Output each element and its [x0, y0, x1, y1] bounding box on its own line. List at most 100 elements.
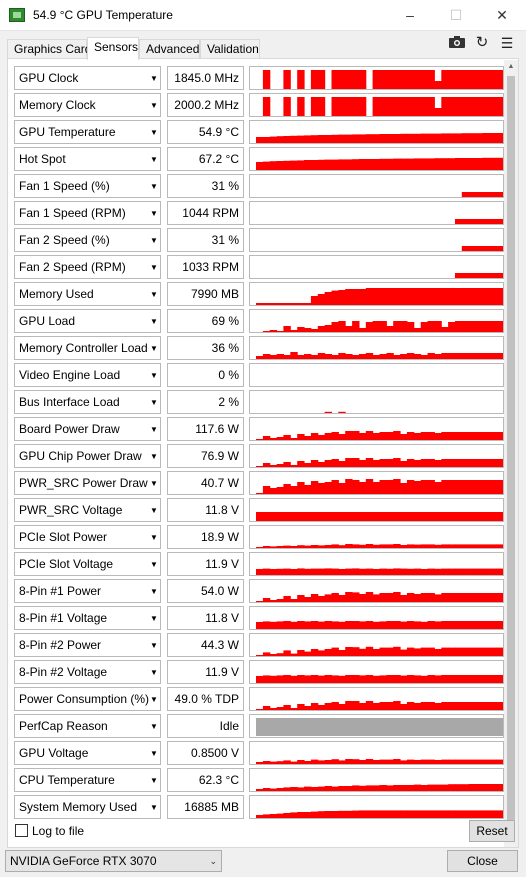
- scroll-thumb[interactable]: [507, 76, 515, 831]
- sensor-name-dropdown[interactable]: Memory Clock ▼: [14, 93, 161, 117]
- dropdown-arrow-icon[interactable]: ▼: [150, 803, 158, 812]
- tab-sensors[interactable]: Sensors: [87, 37, 139, 60]
- graph-bar: [448, 512, 456, 521]
- sensor-graph-plot: [324, 411, 346, 413]
- graph-bar: [475, 544, 483, 548]
- graph-bar: [448, 353, 456, 359]
- dropdown-arrow-icon[interactable]: ▼: [150, 668, 158, 677]
- dropdown-arrow-icon[interactable]: ▼: [150, 749, 158, 758]
- sensor-name-dropdown[interactable]: Fan 2 Speed (RPM) ▼: [14, 255, 161, 279]
- graph-bar: [468, 158, 477, 170]
- sensor-name-dropdown[interactable]: Fan 2 Speed (%) ▼: [14, 228, 161, 252]
- dropdown-arrow-icon[interactable]: ▼: [150, 263, 158, 272]
- sensor-name: 8-Pin #1 Voltage: [19, 611, 108, 625]
- dropdown-arrow-icon[interactable]: ▼: [150, 479, 158, 488]
- dropdown-arrow-icon[interactable]: ▼: [150, 290, 158, 299]
- sensor-name-dropdown[interactable]: Fan 1 Speed (%) ▼: [14, 174, 161, 198]
- graph-bar: [283, 568, 291, 575]
- graph-bar: [434, 703, 442, 710]
- graph-bar: [482, 192, 490, 197]
- dropdown-arrow-icon[interactable]: ▼: [150, 695, 158, 704]
- graph-bar: [427, 759, 435, 764]
- dropdown-arrow-icon[interactable]: ▼: [150, 209, 158, 218]
- close-window-button[interactable]: ✕: [496, 7, 508, 23]
- graph-bar: [420, 322, 429, 332]
- sensor-name-dropdown[interactable]: GPU Clock ▼: [14, 66, 161, 90]
- sensor-name-dropdown[interactable]: 8-Pin #2 Voltage ▼: [14, 660, 161, 684]
- dropdown-arrow-icon[interactable]: ▼: [150, 182, 158, 191]
- dropdown-arrow-icon[interactable]: ▼: [150, 614, 158, 623]
- dropdown-arrow-icon[interactable]: ▼: [150, 425, 158, 434]
- gpu-select[interactable]: NVIDIA GeForce RTX 3070 ⌄: [5, 850, 222, 872]
- graph-bar: [352, 675, 360, 683]
- graph-bar: [269, 465, 278, 467]
- menu-icon[interactable]: ☰: [500, 35, 514, 51]
- dropdown-arrow-icon[interactable]: ▼: [150, 317, 158, 326]
- dropdown-arrow-icon[interactable]: ▼: [150, 722, 158, 731]
- dropdown-arrow-icon[interactable]: ▼: [150, 776, 158, 785]
- sensor-name-dropdown[interactable]: PWR_SRC Voltage ▼: [14, 498, 161, 522]
- dropdown-arrow-icon[interactable]: ▼: [150, 101, 158, 110]
- graph-bar: [352, 321, 360, 332]
- graph-bar: [365, 322, 374, 332]
- sensor-name-dropdown[interactable]: GPU Temperature ▼: [14, 120, 161, 144]
- graph-bar: [420, 459, 429, 467]
- graph-bar: [441, 544, 449, 548]
- dropdown-arrow-icon[interactable]: ▼: [150, 128, 158, 137]
- refresh-icon[interactable]: ↻: [475, 34, 489, 51]
- dropdown-arrow-icon[interactable]: ▼: [150, 560, 158, 569]
- dropdown-arrow-icon[interactable]: ▼: [150, 344, 158, 353]
- sensor-name-dropdown[interactable]: Hot Spot ▼: [14, 147, 161, 171]
- sensor-name-dropdown[interactable]: Memory Controller Load ▼: [14, 336, 161, 360]
- tab-validation[interactable]: Validation: [200, 39, 260, 59]
- sensor-name-dropdown[interactable]: PCIe Slot Voltage ▼: [14, 552, 161, 576]
- dropdown-arrow-icon[interactable]: ▼: [150, 587, 158, 596]
- graph-bar: [297, 434, 305, 440]
- sensor-name-dropdown[interactable]: PCIe Slot Power ▼: [14, 525, 161, 549]
- sensor-value: 11.8 V: [167, 498, 244, 522]
- sensor-name-dropdown[interactable]: CPU Temperature ▼: [14, 768, 161, 792]
- dropdown-arrow-icon[interactable]: ▼: [150, 74, 158, 83]
- tab-graphics-card[interactable]: Graphics Card: [7, 39, 91, 59]
- sensor-name-dropdown[interactable]: System Memory Used ▼: [14, 795, 161, 819]
- sensor-name-dropdown[interactable]: 8-Pin #1 Voltage ▼: [14, 606, 161, 630]
- sensor-row: PCIe Slot Voltage ▼ 11.9 V: [14, 551, 504, 578]
- sensor-name-dropdown[interactable]: Fan 1 Speed (RPM) ▼: [14, 201, 161, 225]
- sensor-name-dropdown[interactable]: PerfCap Reason ▼: [14, 714, 161, 738]
- scrollbar[interactable]: ▲ ▼: [504, 60, 518, 847]
- dropdown-arrow-icon[interactable]: ▼: [150, 506, 158, 515]
- dropdown-arrow-icon[interactable]: ▼: [150, 155, 158, 164]
- dropdown-arrow-icon[interactable]: ▼: [150, 236, 158, 245]
- sensor-graph: [249, 255, 504, 279]
- dropdown-arrow-icon[interactable]: ▼: [150, 641, 158, 650]
- graph-bar: [290, 303, 298, 305]
- maximize-button[interactable]: ☐: [449, 7, 463, 23]
- sensor-name-dropdown[interactable]: GPU Chip Power Draw ▼: [14, 444, 161, 468]
- sensor-row: GPU Clock ▼ 1845.0 MHz: [14, 65, 504, 92]
- tab-advanced[interactable]: Advanced: [139, 39, 200, 59]
- sensor-name-dropdown[interactable]: 8-Pin #2 Power ▼: [14, 633, 161, 657]
- sensor-name-dropdown[interactable]: Board Power Draw ▼: [14, 417, 161, 441]
- dropdown-arrow-icon[interactable]: ▼: [150, 398, 158, 407]
- minimize-button[interactable]: –: [406, 7, 414, 23]
- sensor-name-dropdown[interactable]: Power Consumption (%) ▼: [14, 687, 161, 711]
- sensor-name-dropdown[interactable]: Video Engine Load ▼: [14, 363, 161, 387]
- dropdown-arrow-icon[interactable]: ▼: [150, 371, 158, 380]
- reset-button[interactable]: Reset: [469, 820, 515, 842]
- graph-bar: [455, 353, 463, 359]
- sensor-name-dropdown[interactable]: Memory Used ▼: [14, 282, 161, 306]
- sensor-name-dropdown[interactable]: GPU Voltage ▼: [14, 741, 161, 765]
- sensor-name-dropdown[interactable]: 8-Pin #1 Power ▼: [14, 579, 161, 603]
- sensor-name-dropdown[interactable]: GPU Load ▼: [14, 309, 161, 333]
- scroll-up-icon[interactable]: ▲: [507, 63, 515, 70]
- camera-icon[interactable]: [447, 35, 467, 51]
- dropdown-arrow-icon[interactable]: ▼: [150, 452, 158, 461]
- sensor-name-dropdown[interactable]: PWR_SRC Power Draw ▼: [14, 471, 161, 495]
- close-button[interactable]: Close: [447, 850, 518, 872]
- graph-bar: [338, 569, 346, 575]
- dropdown-arrow-icon[interactable]: ▼: [150, 533, 158, 542]
- graph-bar: [386, 432, 394, 440]
- log-to-file-checkbox[interactable]: [15, 824, 28, 837]
- graph-bar: [283, 70, 291, 89]
- sensor-name-dropdown[interactable]: Bus Interface Load ▼: [14, 390, 161, 414]
